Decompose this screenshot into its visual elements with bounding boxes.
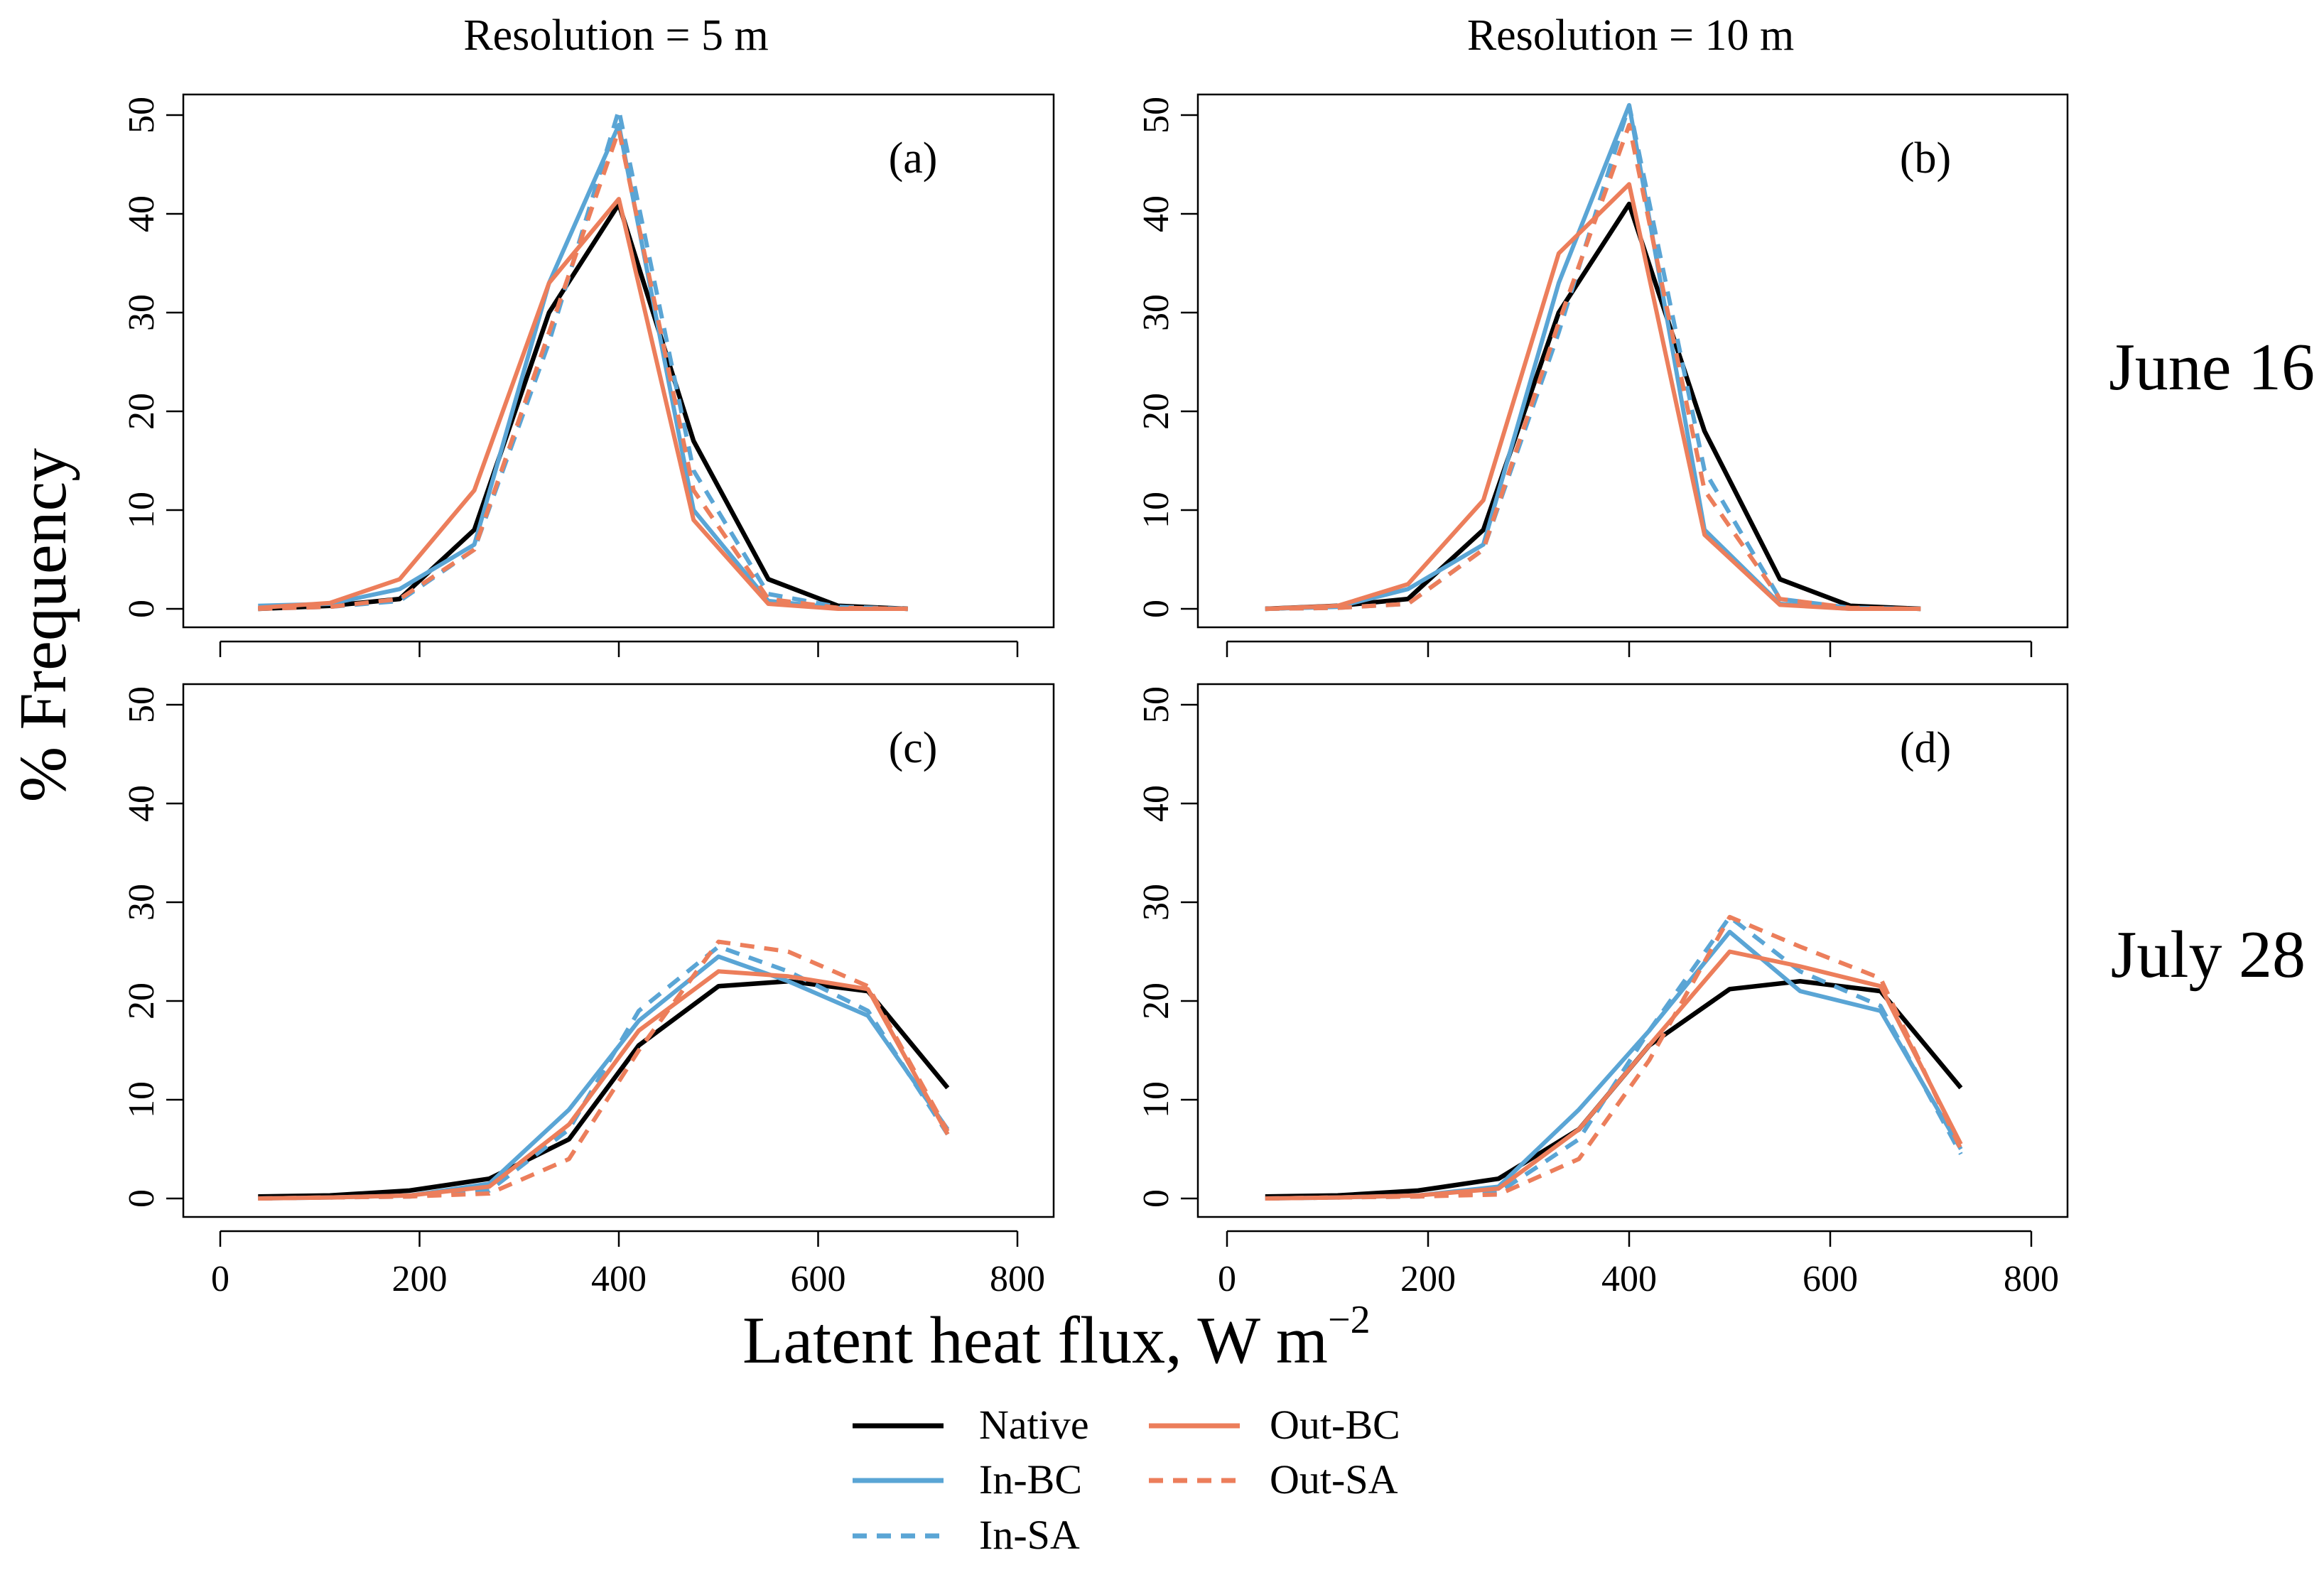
series-line-out-bc <box>1265 182 1921 611</box>
legend-label: Out-SA <box>1270 1456 1398 1503</box>
legend-label: Native <box>979 1402 1089 1448</box>
series-line-native <box>1265 201 1921 612</box>
x-tick-label: 400 <box>1601 1259 1657 1299</box>
legend-label: In-BC <box>979 1456 1082 1503</box>
series-line-out-sa <box>1265 122 1921 611</box>
x-axis-title-exponent: −2 <box>1328 1298 1371 1342</box>
plot-frame <box>182 93 1055 629</box>
series-line-out-bc <box>258 197 908 611</box>
x-tick-label: 200 <box>1400 1259 1456 1299</box>
y-tick-label: 40 <box>1136 195 1177 232</box>
y-tick-label: 0 <box>1136 1189 1177 1208</box>
legend-entry-in-bc: In-BC <box>853 1456 1082 1503</box>
legend-entry-out-sa: Out-SA <box>1149 1456 1398 1503</box>
series-line-native <box>258 978 950 1199</box>
legend-entry-in-sa: In-SA <box>853 1512 1080 1558</box>
row-label-july-28: July 28 <box>2111 918 2306 992</box>
y-tick-label: 30 <box>121 884 162 921</box>
legend-entry-native: Native <box>853 1402 1089 1448</box>
plot-frame <box>182 683 1055 1218</box>
x-axis-title-text: Latent heat flux, W m <box>742 1304 1328 1378</box>
x-tick-label: 400 <box>591 1259 647 1299</box>
y-tick-label: 40 <box>121 195 162 232</box>
y-tick-label: 0 <box>121 600 162 618</box>
y-tick-label: 50 <box>121 686 162 723</box>
y-tick-label: 40 <box>1136 785 1177 822</box>
series-line-in-sa <box>1265 103 1921 611</box>
series-line-in-sa <box>258 108 908 611</box>
series-line-in-sa <box>1265 914 1963 1201</box>
x-tick-label: 800 <box>2004 1259 2059 1299</box>
y-tick-label: 10 <box>1136 1081 1177 1118</box>
panels-layer: 01020304050(a)01020304050(b)010203040500… <box>121 93 2069 1299</box>
panel-a: 0 10 20 30 40 50 (a) <box>121 93 1055 657</box>
plot-frame <box>1196 93 2069 629</box>
row-label-june-16: June 16 <box>2109 330 2315 404</box>
series-line-out-sa <box>258 127 908 611</box>
x-axis-title: Latent heat flux, W m−2 <box>742 1298 1371 1378</box>
legend-label: Out-BC <box>1270 1402 1400 1448</box>
panel-label: (d) <box>1900 724 1951 772</box>
y-tick-label: 30 <box>1136 294 1177 331</box>
x-tick-label: 0 <box>211 1259 229 1299</box>
panel-label: (c) <box>889 724 938 772</box>
series-line-out-sa <box>1265 914 1963 1201</box>
panel-c: 0 10 20 30 40 50 0 200 400 600 800 (c) <box>121 683 1055 1299</box>
x-tick-label: 800 <box>990 1259 1045 1299</box>
y-tick-label: 20 <box>1136 983 1177 1019</box>
series-line-in-sa <box>258 944 950 1201</box>
panel-b: 0 10 20 30 40 50 (b) <box>1136 93 2069 657</box>
y-tick-label: 20 <box>1136 393 1177 430</box>
y-axis-title: % Frequency <box>6 448 80 803</box>
series-line-in-bc <box>1265 103 1921 611</box>
series-line-native <box>258 201 908 612</box>
plot-frame <box>1196 683 2069 1218</box>
panel-label: (b) <box>1900 134 1951 183</box>
y-tick-label: 40 <box>121 785 162 822</box>
y-tick-label: 0 <box>1136 600 1177 618</box>
y-tick-label: 20 <box>121 983 162 1019</box>
y-tick-label: 0 <box>121 1189 162 1208</box>
x-tick-label: 600 <box>1803 1259 1858 1299</box>
panel-label: (a) <box>889 134 938 183</box>
y-tick-label: 10 <box>121 1081 162 1118</box>
y-tick-label: 50 <box>1136 686 1177 723</box>
series-line-out-bc <box>1265 949 1963 1201</box>
series-line-in-bc <box>258 122 908 611</box>
x-tick-label: 200 <box>392 1259 448 1299</box>
y-tick-label: 30 <box>1136 884 1177 921</box>
series-line-in-bc <box>1265 929 1963 1201</box>
x-tick-label: 600 <box>791 1259 846 1299</box>
col-title-5m: Resolution = 5 m <box>463 11 768 60</box>
legend: Native In-BC In-SA Out-BC Out-SA <box>853 1402 1400 1558</box>
y-tick-label: 20 <box>121 393 162 430</box>
y-tick-label: 30 <box>121 294 162 331</box>
panel-d: 0 10 20 30 40 50 0 200 400 600 800 (d) <box>1136 683 2069 1299</box>
x-tick-label: 0 <box>1218 1259 1236 1299</box>
series-line-out-bc <box>258 969 950 1201</box>
y-tick-label: 50 <box>1136 97 1177 134</box>
y-tick-label: 10 <box>1136 492 1177 529</box>
legend-label: In-SA <box>979 1512 1080 1558</box>
y-tick-label: 50 <box>121 97 162 134</box>
y-tick-label: 10 <box>121 492 162 529</box>
col-title-10m: Resolution = 10 m <box>1467 11 1794 60</box>
legend-entry-out-bc: Out-BC <box>1149 1402 1400 1448</box>
